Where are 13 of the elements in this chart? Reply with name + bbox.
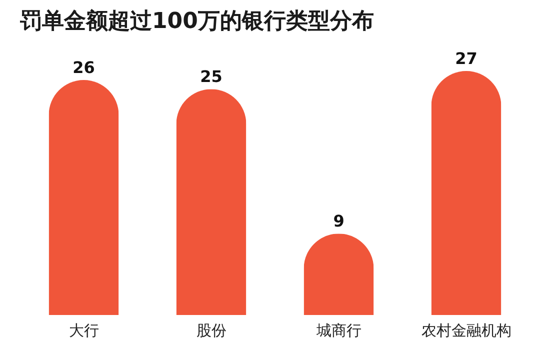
bar [48, 80, 119, 315]
x-tick-label: 农村金融机构 [421, 322, 512, 340]
data-label: 26 [72, 58, 95, 78]
x-tick-label: 大行 [68, 322, 99, 340]
bar [304, 234, 374, 315]
data-label: 9 [333, 212, 344, 231]
bar [431, 71, 502, 315]
x-tick-label: 城商行 [315, 322, 362, 340]
data-label: 25 [200, 67, 222, 86]
bar [176, 89, 246, 315]
data-label: 27 [455, 49, 478, 68]
chart-title: 罚单金额超过100万的银行类型分布 [19, 8, 374, 34]
x-tick-label: 股份 [196, 322, 226, 340]
